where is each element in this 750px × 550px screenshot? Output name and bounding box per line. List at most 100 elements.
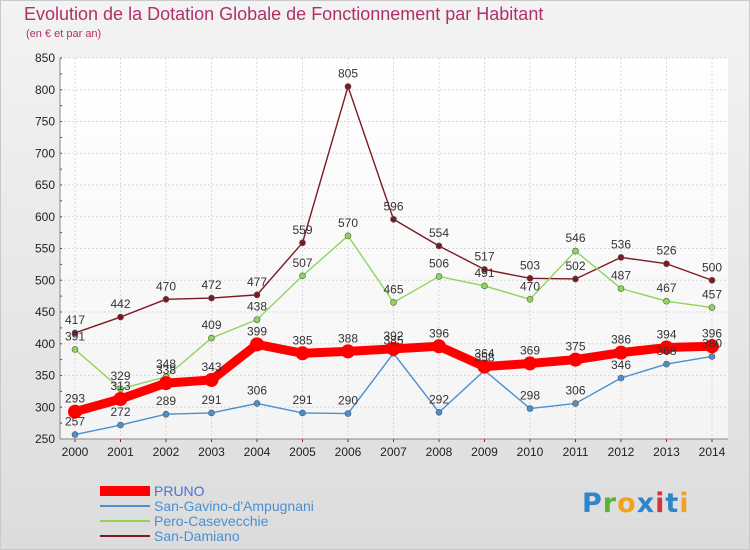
data-label-pruno: 313 bbox=[110, 379, 130, 393]
data-label-pruno: 343 bbox=[201, 360, 221, 374]
data-point-pruno bbox=[295, 346, 310, 361]
x-tick-label: 2004 bbox=[244, 445, 271, 459]
data-label-san-gavino-d-ampugnani: 298 bbox=[520, 389, 540, 403]
data-point-pero-casevecchie bbox=[253, 316, 261, 323]
x-tick-label: 2010 bbox=[517, 445, 544, 459]
data-point-san-damiano bbox=[162, 295, 170, 303]
data-point-pero-casevecchie bbox=[344, 232, 352, 240]
data-label-pero-casevecchie: 507 bbox=[292, 256, 312, 270]
data-label-pero-casevecchie: 491 bbox=[474, 266, 494, 280]
data-label-san-gavino-d-ampugnani: 368 bbox=[656, 344, 676, 358]
x-tick-label: 2006 bbox=[335, 445, 362, 459]
data-label-san-damiano: 500 bbox=[702, 260, 722, 274]
data-label-san-damiano: 526 bbox=[656, 244, 676, 258]
data-point-san-damiano bbox=[253, 291, 261, 299]
data-point-san-damiano bbox=[435, 242, 443, 250]
data-point-san-damiano bbox=[617, 254, 625, 261]
data-point-san-damiano bbox=[344, 83, 352, 90]
data-point-pruno bbox=[432, 339, 446, 354]
data-label-san-damiano: 536 bbox=[611, 237, 631, 251]
y-tick-label: 250 bbox=[35, 432, 55, 446]
x-tick-label: 2008 bbox=[426, 445, 453, 459]
data-label-san-damiano: 502 bbox=[565, 259, 585, 273]
data-label-pruno: 375 bbox=[565, 340, 585, 354]
data-point-pruno bbox=[568, 352, 583, 367]
data-label-san-gavino-d-ampugnani: 291 bbox=[292, 393, 312, 407]
data-label-pruno: 394 bbox=[656, 328, 676, 342]
data-point-san-gavino-d-ampugnani bbox=[117, 421, 124, 429]
data-point-san-gavino-d-ampugnani bbox=[572, 400, 579, 407]
data-point-pruno bbox=[341, 344, 355, 359]
data-point-san-damiano bbox=[390, 215, 397, 223]
data-label-pruno: 396 bbox=[429, 326, 449, 340]
legend-swatch-san-damiano bbox=[100, 534, 150, 537]
data-point-pruno bbox=[477, 359, 492, 374]
data-point-pero-casevecchie bbox=[208, 334, 215, 342]
data-point-pruno bbox=[614, 345, 628, 360]
data-label-pruno: 392 bbox=[383, 329, 403, 343]
y-tick-label: 300 bbox=[35, 400, 55, 414]
data-label-pero-casevecchie: 329 bbox=[110, 369, 130, 383]
data-label-san-damiano: 517 bbox=[474, 249, 494, 263]
data-point-pero-casevecchie bbox=[572, 247, 579, 255]
legend-item-san-gavino: San-Gavino-d'Ampugnani bbox=[100, 498, 314, 514]
data-point-san-gavino-d-ampugnani bbox=[617, 374, 625, 382]
data-label-san-damiano: 442 bbox=[110, 297, 130, 311]
data-point-pruno bbox=[250, 337, 264, 352]
data-label-san-damiano: 503 bbox=[520, 258, 540, 272]
data-point-san-damiano bbox=[208, 294, 215, 302]
data-point-san-gavino-d-ampugnani bbox=[435, 409, 443, 416]
data-label-san-damiano: 470 bbox=[156, 279, 176, 293]
data-point-san-damiano bbox=[299, 239, 306, 247]
data-label-pruno: 369 bbox=[520, 343, 540, 357]
data-label-san-damiano: 554 bbox=[429, 226, 449, 240]
data-point-pruno bbox=[386, 341, 401, 356]
chart-subtitle: (en € et par an) bbox=[26, 28, 102, 40]
data-label-san-gavino-d-ampugnani: 290 bbox=[338, 394, 358, 408]
data-point-san-gavino-d-ampugnani bbox=[344, 410, 352, 417]
data-label-pruno: 364 bbox=[474, 347, 494, 361]
data-label-san-damiano: 559 bbox=[292, 223, 312, 237]
x-tick-label: 2000 bbox=[62, 445, 89, 459]
data-label-pero-casevecchie: 467 bbox=[656, 281, 676, 295]
data-label-pero-casevecchie: 487 bbox=[611, 269, 631, 283]
legend-swatch-san-gavino bbox=[100, 504, 150, 507]
y-tick-label: 500 bbox=[35, 273, 55, 287]
y-tick-label: 550 bbox=[35, 242, 55, 256]
data-label-san-gavino-d-ampugnani: 289 bbox=[156, 394, 176, 408]
y-tick-label: 400 bbox=[35, 337, 55, 351]
data-point-san-gavino-d-ampugnani bbox=[253, 400, 261, 407]
data-point-pero-casevecchie bbox=[708, 304, 716, 311]
data-label-pero-casevecchie: 409 bbox=[201, 318, 221, 332]
data-point-san-gavino-d-ampugnani bbox=[526, 405, 534, 412]
data-label-pero-casevecchie: 438 bbox=[247, 300, 267, 314]
chart-title: Evolution de la Dotation Globale de Fonc… bbox=[24, 4, 544, 24]
y-tick-label: 600 bbox=[35, 210, 55, 224]
data-point-san-damiano bbox=[71, 329, 79, 337]
data-point-pruno bbox=[659, 340, 674, 355]
y-tick-label: 750 bbox=[35, 115, 55, 129]
data-label-pero-casevecchie: 465 bbox=[383, 282, 403, 296]
x-tick-label: 2003 bbox=[198, 445, 225, 459]
data-point-san-gavino-d-ampugnani bbox=[71, 431, 79, 438]
y-tick-label: 350 bbox=[35, 369, 55, 383]
data-label-pruno: 385 bbox=[292, 333, 312, 347]
legend-label-pruno: PRUNO bbox=[154, 482, 205, 499]
data-point-pero-casevecchie bbox=[435, 273, 443, 280]
data-label-san-gavino-d-ampugnani: 306 bbox=[565, 383, 585, 397]
x-tick-label: 2014 bbox=[699, 445, 726, 459]
proxiti-logo: Proxiti bbox=[582, 488, 690, 519]
data-point-pruno bbox=[523, 356, 537, 371]
data-label-pruno: 399 bbox=[247, 324, 267, 338]
data-label-san-gavino-d-ampugnani: 306 bbox=[247, 383, 267, 397]
data-label-pero-casevecchie: 506 bbox=[429, 256, 449, 270]
data-point-pero-casevecchie bbox=[663, 297, 670, 305]
data-point-pero-casevecchie bbox=[299, 272, 306, 280]
y-tick-label: 850 bbox=[35, 51, 55, 65]
legend-swatch-pero-casevecchie bbox=[100, 519, 150, 522]
y-tick-label: 450 bbox=[35, 305, 55, 319]
data-label-pero-casevecchie: 391 bbox=[65, 329, 85, 343]
data-point-pero-casevecchie bbox=[390, 299, 397, 306]
x-tick-label: 2012 bbox=[608, 445, 635, 459]
